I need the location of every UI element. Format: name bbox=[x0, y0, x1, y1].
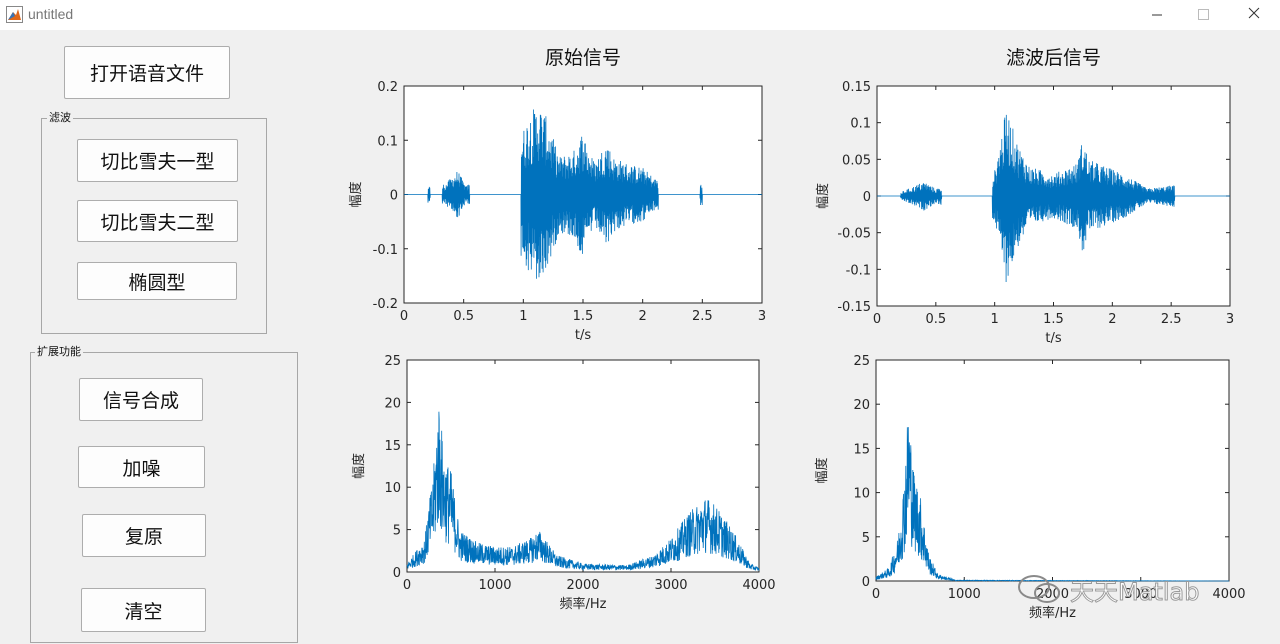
chebyshev-type1-button[interactable]: 切比雪夫一型 bbox=[77, 139, 238, 182]
series-line bbox=[875, 427, 1229, 582]
x-axis-label: t/s bbox=[1045, 331, 1061, 346]
x-tick-label: 0 bbox=[873, 312, 881, 327]
add-noise-button[interactable]: 加噪 bbox=[78, 446, 205, 488]
x-tick-label: 2.5 bbox=[692, 309, 713, 324]
watermark: 天天Matlab bbox=[1016, 572, 1246, 607]
signal-synthesis-button[interactable]: 信号合成 bbox=[79, 378, 203, 421]
y-tick-label: 15 bbox=[384, 439, 401, 454]
watermark-text: 天天Matlab bbox=[1069, 578, 1200, 607]
y-tick-label: 0 bbox=[390, 189, 398, 204]
y-tick-label: 0.15 bbox=[842, 80, 871, 95]
x-tick-label: 4000 bbox=[742, 578, 775, 593]
x-tick-label: 1000 bbox=[478, 578, 511, 593]
x-tick-label: 1.5 bbox=[1043, 312, 1064, 327]
window-title: untitled bbox=[28, 6, 74, 22]
extend-panel-title: 扩展功能 bbox=[35, 345, 83, 358]
y-tick-label: 0.1 bbox=[850, 117, 871, 132]
chart-title: 原始信号 bbox=[545, 47, 621, 69]
chart-3: 0 1000 2000 3000 4000 0 5 10 15 20 25 频率/Hz 幅度 bbox=[351, 354, 776, 612]
y-tick-label: -0.05 bbox=[837, 227, 871, 242]
open-audio-file-button[interactable]: 打开语音文件 bbox=[64, 46, 230, 99]
y-tick-label: -0.2 bbox=[373, 297, 398, 312]
matlab-icon bbox=[6, 6, 23, 23]
x-tick-label: 0 bbox=[403, 578, 411, 593]
x-tick-label: 2 bbox=[639, 309, 647, 324]
y-tick-label: 0 bbox=[862, 575, 870, 590]
y-tick-label: 25 bbox=[853, 354, 870, 369]
x-tick-label: 0.5 bbox=[453, 309, 474, 324]
maximize-icon bbox=[1198, 9, 1209, 20]
y-tick-label: 15 bbox=[853, 442, 870, 457]
series-line bbox=[406, 411, 760, 572]
title-bar: untitled bbox=[0, 0, 1280, 30]
x-tick-label: 4000 bbox=[1212, 587, 1245, 602]
y-tick-label: 0 bbox=[863, 190, 871, 205]
y-tick-label: 25 bbox=[384, 354, 401, 369]
extend-panel: 扩展功能 bbox=[30, 346, 298, 643]
chebyshev-type2-button[interactable]: 切比雪夫二型 bbox=[77, 200, 238, 242]
x-tick-label: 2.5 bbox=[1161, 312, 1182, 327]
x-axis-label: t/s bbox=[575, 328, 591, 343]
chart-1: 0 0.5 1 1.5 2 2.5 3 -0.2 -0.1 0 0.1 0.2 原始信号 t/s 幅度 bbox=[348, 47, 766, 343]
clear-button[interactable]: 清空 bbox=[81, 588, 206, 632]
y-axis-label: 幅度 bbox=[351, 453, 367, 479]
x-tick-label: 3 bbox=[1226, 312, 1234, 327]
close-button[interactable] bbox=[1230, 0, 1276, 30]
x-tick-label: 1 bbox=[991, 312, 999, 327]
y-axis-label: 幅度 bbox=[348, 181, 364, 207]
x-tick-label: 0 bbox=[400, 309, 408, 324]
close-icon bbox=[1248, 7, 1260, 19]
y-axis-label: 幅度 bbox=[814, 457, 830, 483]
x-tick-label: 0 bbox=[872, 587, 880, 602]
series-line bbox=[877, 114, 1230, 283]
y-tick-label: 20 bbox=[853, 398, 870, 413]
x-axis-label: 频率/Hz bbox=[560, 596, 607, 612]
x-tick-label: 2 bbox=[1108, 312, 1116, 327]
y-tick-label: -0.1 bbox=[846, 263, 871, 278]
y-tick-label: 10 bbox=[853, 487, 870, 502]
x-tick-label: 2000 bbox=[1036, 587, 1069, 602]
y-tick-label: 5 bbox=[393, 524, 401, 539]
x-tick-label: 1000 bbox=[948, 587, 981, 602]
y-tick-label: 5 bbox=[862, 531, 870, 546]
y-tick-label: 0.05 bbox=[842, 153, 871, 168]
x-axis-label: 频率/Hz bbox=[1029, 605, 1076, 621]
y-tick-label: -0.15 bbox=[837, 300, 871, 315]
x-tick-label: 2000 bbox=[566, 578, 599, 593]
x-tick-label: 3000 bbox=[1124, 587, 1157, 602]
chart-2: 0 0.5 1 1.5 2 2.5 3 -0.15 -0.1 -0.05 0 0.05 0.1 0.15 滤… bbox=[815, 47, 1234, 346]
chart-title: 滤波后信号 bbox=[1006, 47, 1101, 69]
wechat-icon bbox=[1018, 575, 1060, 603]
x-tick-label: 0.5 bbox=[925, 312, 946, 327]
y-tick-label: 20 bbox=[384, 396, 401, 411]
elliptic-button[interactable]: 椭圆型 bbox=[77, 262, 237, 300]
minimize-icon bbox=[1152, 14, 1162, 16]
series-line bbox=[404, 109, 762, 279]
x-tick-label: 1 bbox=[519, 309, 527, 324]
filter-panel-title: 滤波 bbox=[47, 111, 73, 124]
y-tick-label: 0.1 bbox=[377, 134, 398, 149]
minimize-button[interactable] bbox=[1134, 0, 1180, 30]
restore-button[interactable]: 复原 bbox=[82, 514, 206, 557]
y-tick-label: 0.2 bbox=[377, 80, 398, 95]
chart-4: 0 1000 2000 3000 4000 0 5 10 15 20 25 频率/Hz 幅度 bbox=[814, 354, 1246, 621]
filter-panel: 滤波 bbox=[41, 112, 267, 334]
x-tick-label: 3 bbox=[758, 309, 766, 324]
y-tick-label: -0.1 bbox=[373, 243, 398, 258]
x-tick-label: 3000 bbox=[654, 578, 687, 593]
x-tick-label: 1.5 bbox=[573, 309, 594, 324]
y-tick-label: 0 bbox=[393, 566, 401, 581]
y-tick-label: 10 bbox=[384, 481, 401, 496]
plot-area bbox=[875, 359, 1230, 582]
y-axis-label: 幅度 bbox=[815, 183, 831, 209]
maximize-button[interactable] bbox=[1180, 0, 1226, 30]
